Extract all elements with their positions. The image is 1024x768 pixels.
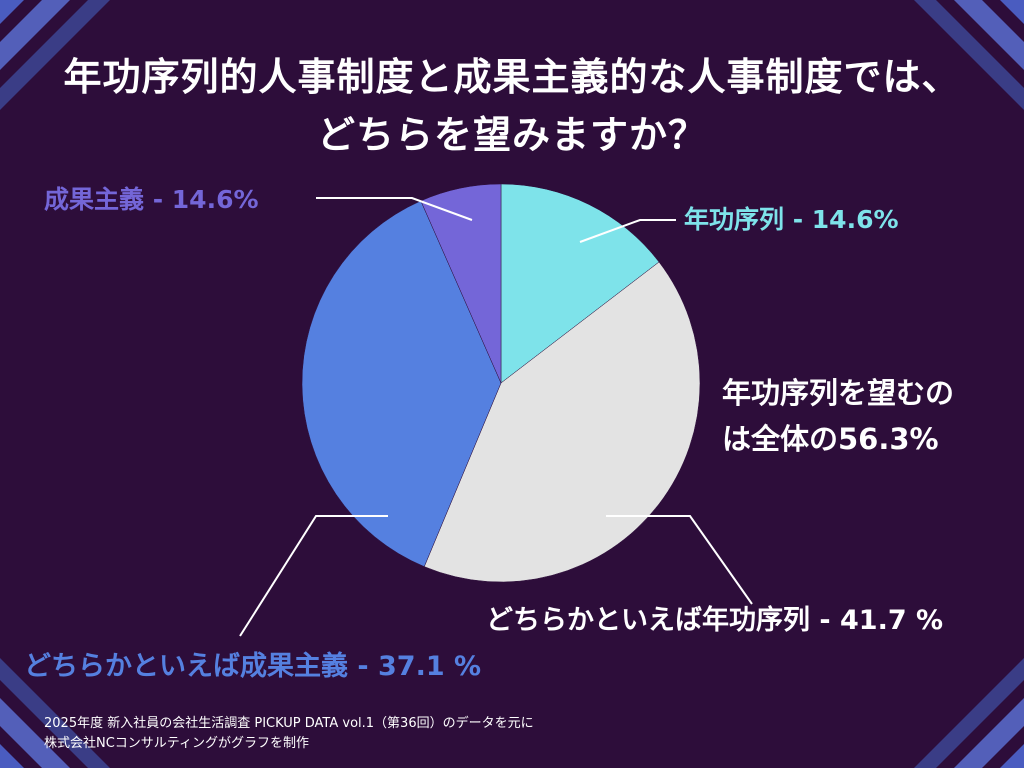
leader-lines [239, 197, 753, 637]
chart-title-line-1: 年功序列的人事制度と成果主義的な人事制度では、 [63, 55, 961, 99]
source-note-line-1: 2025年度 新入社員の会社生活調査 PICKUP DATA vol.1（第36… [44, 716, 534, 731]
summary-callout: 年功序列を望むの は全体の56.3% [722, 370, 1012, 462]
leader-line-seika [316, 197, 473, 221]
chart-title: 年功序列的人事制度と成果主義的な人事制度では、 どちらを望みますか？ [0, 48, 1024, 164]
data-label-dochira-nenko: どちらかといえば年功序列 - 41.7 % [486, 605, 944, 636]
pie-slice-dochira-seika [301, 200, 502, 567]
leader-line-dochira-seika [239, 515, 388, 637]
summary-line-1: 年功序列を望むの [722, 376, 955, 410]
pie-slice-nenko [500, 183, 660, 384]
data-label-seika: 成果主義 - 14.6% [44, 185, 259, 214]
data-label-nenko: 年功序列 - 14.6% [684, 205, 899, 234]
corner-decoration-top-right [914, 0, 1024, 110]
pie-slice-dochira-nenko [423, 261, 701, 583]
chart-title-line-2: どちらを望みますか？ [316, 113, 707, 157]
corner-decoration-top-left [0, 0, 110, 110]
leader-line-dochira-nenko [606, 515, 753, 605]
pie-slices [301, 183, 701, 583]
leader-line-nenko [579, 219, 676, 243]
data-label-dochira-seika: どちらかといえば成果主義 - 37.1 % [24, 651, 482, 682]
source-note: 2025年度 新入社員の会社生活調査 PICKUP DATA vol.1（第36… [44, 714, 534, 754]
corner-decoration-bottom-left [0, 658, 110, 768]
corner-decoration-bottom-right [914, 658, 1024, 768]
source-note-line-2: 株式会社NCコンサルティングがグラフを制作 [44, 736, 310, 751]
summary-line-2: は全体の56.3% [722, 422, 939, 456]
